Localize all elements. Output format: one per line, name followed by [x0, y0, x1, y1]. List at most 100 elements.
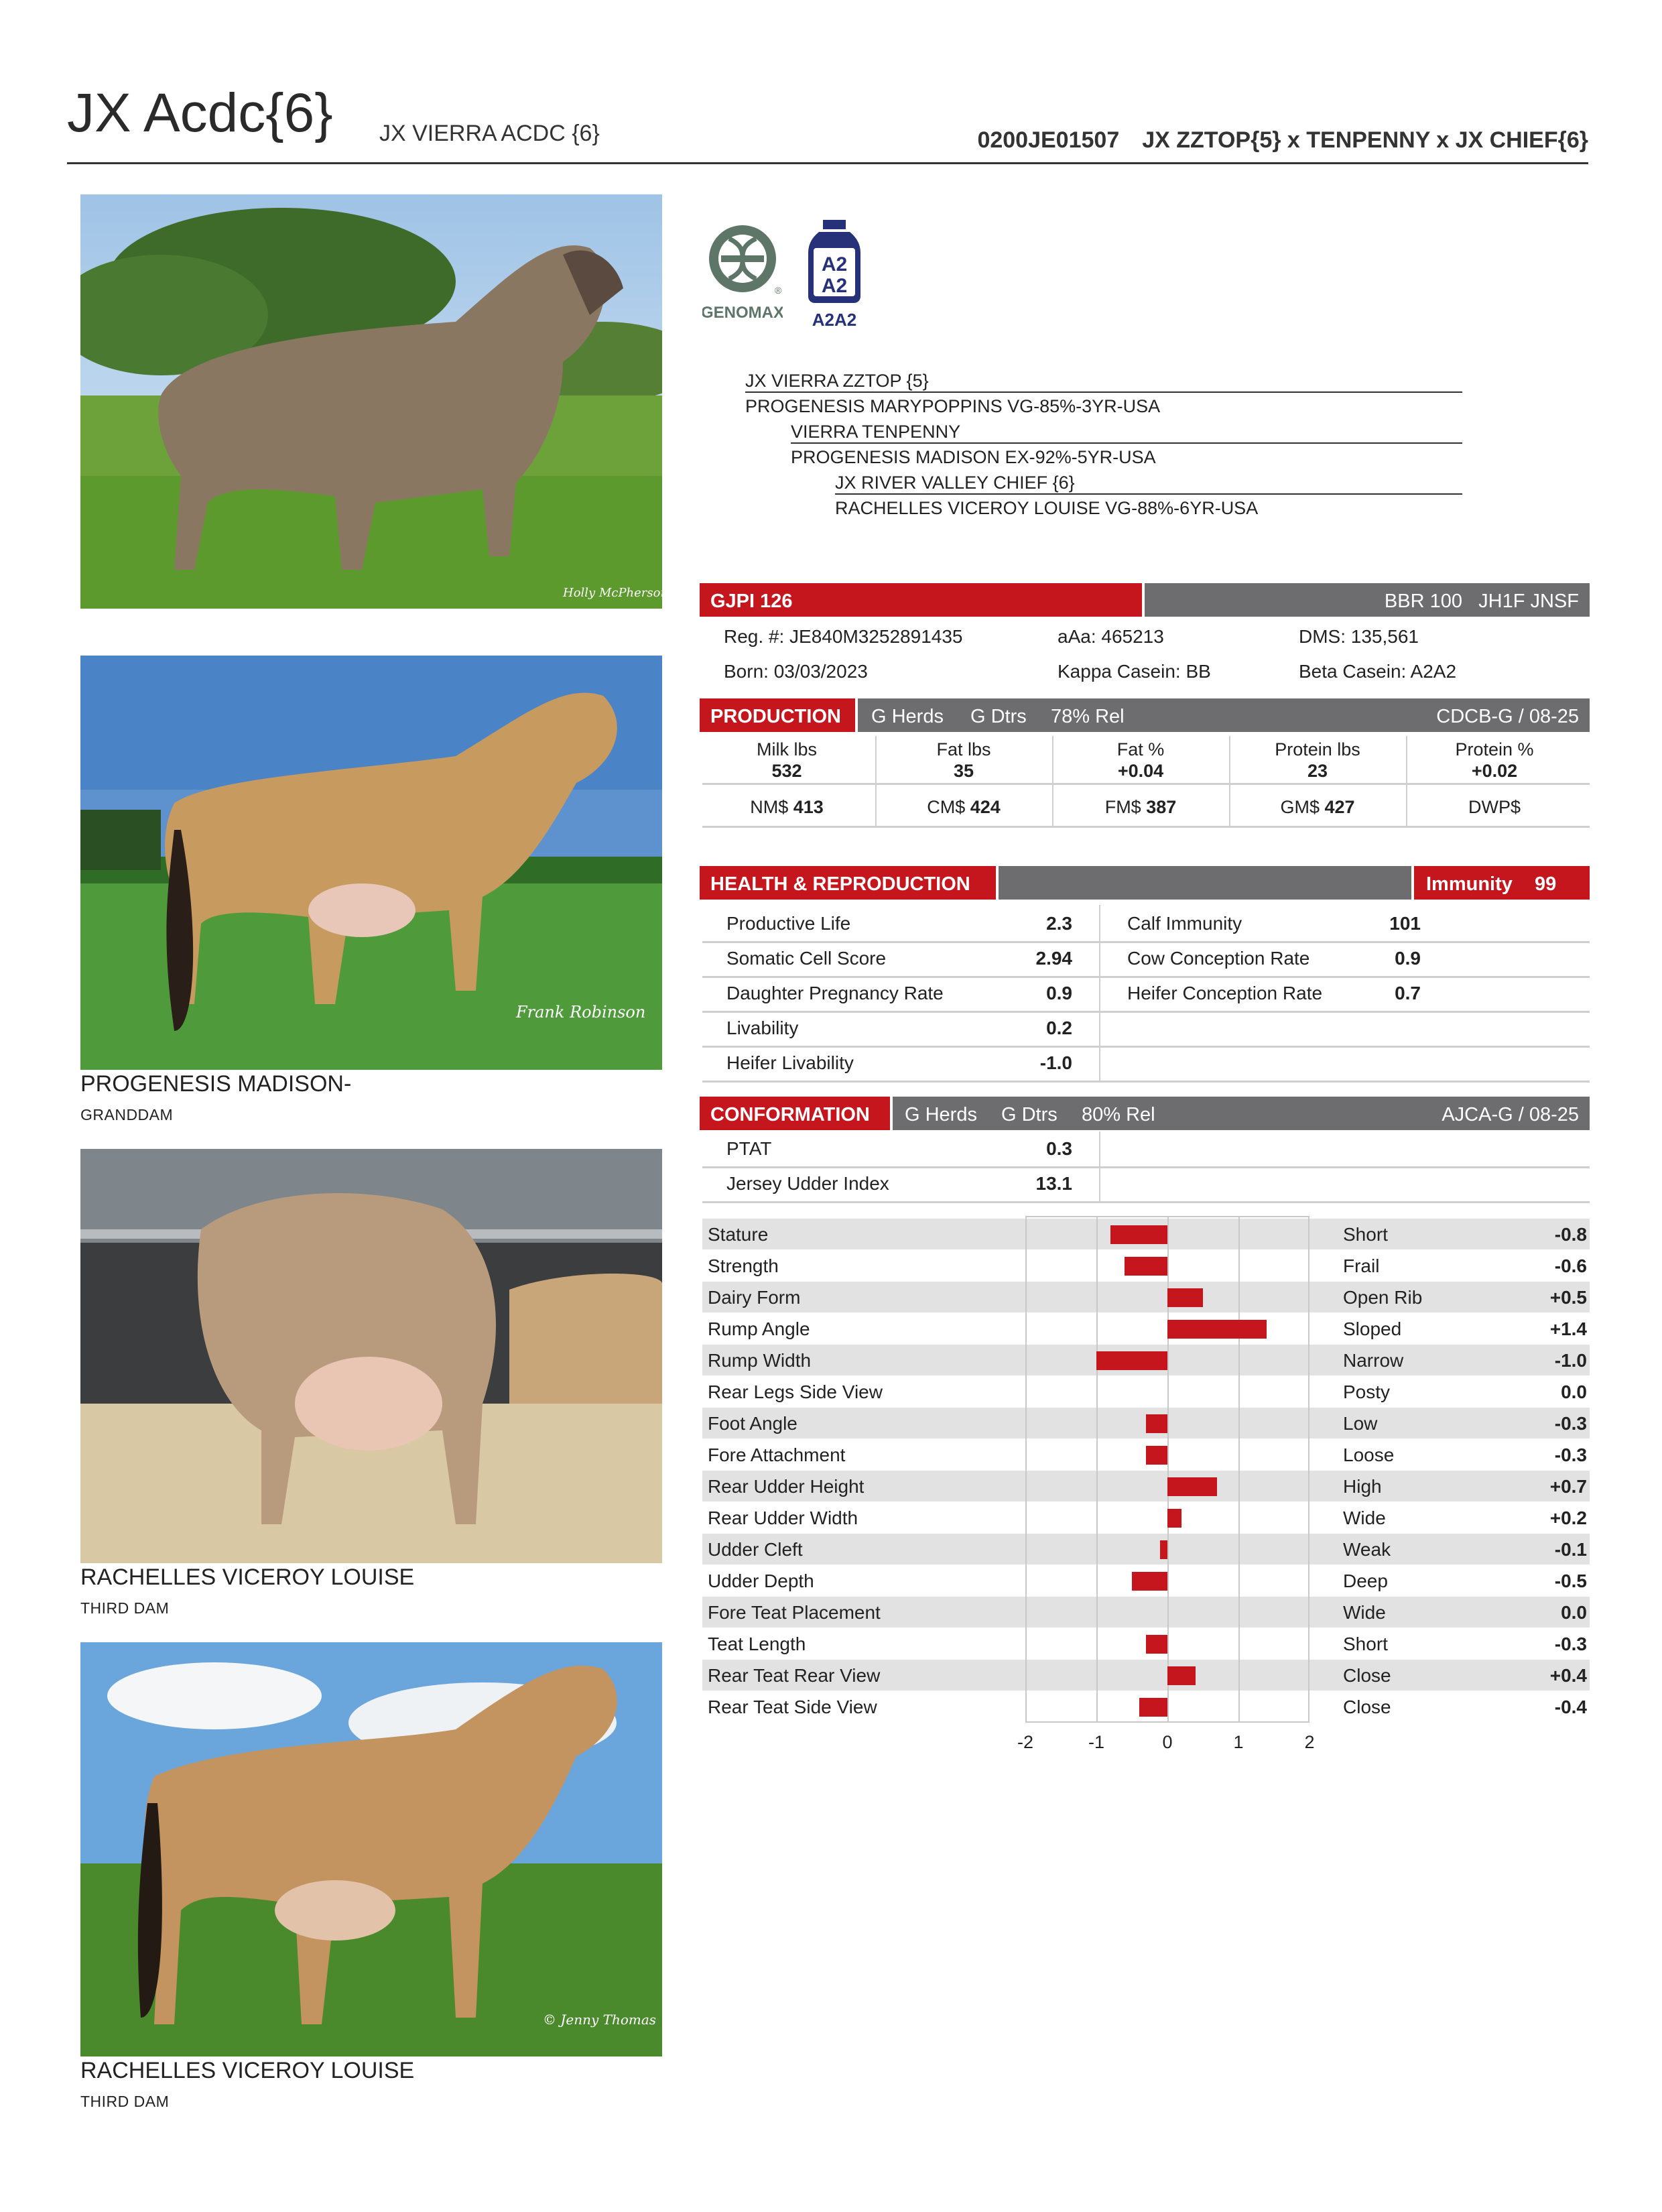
trait-label: Dairy Form	[708, 1287, 801, 1308]
scs-value: 2.94	[1035, 948, 1073, 969]
pedigree-dam: PROGENESIS MARYPOPPINS VG-85%-3YR-USA	[745, 396, 1161, 416]
svg-text:Frank Robinson: Frank Robinson	[515, 1003, 645, 1022]
trait-label: Stature	[708, 1224, 769, 1245]
production-title-bar: PRODUCTION	[700, 698, 855, 732]
dollar-value: 387	[1146, 797, 1177, 817]
sire-name: JX Acdc{6}	[67, 82, 333, 143]
production-title: PRODUCTION	[710, 706, 841, 727]
trait-label: Fore Teat Placement	[708, 1602, 881, 1623]
third-dam-subcaption-1: THIRD DAM	[80, 1599, 170, 1617]
conformation-title-bar: CONFORMATION	[700, 1097, 890, 1130]
jui-value: 13.1	[1035, 1173, 1073, 1194]
trait-bar	[1160, 1540, 1167, 1559]
conformation-meta-bar: G Herds G Dtrs 80% Rel AJCA-G / 08-25	[893, 1097, 1590, 1130]
row-divider	[702, 783, 1590, 785]
row-divider	[702, 941, 1590, 943]
trait-value: -1.0	[1554, 1350, 1587, 1371]
dollar-label: FM$	[1104, 797, 1141, 817]
trait-value: +0.7	[1549, 1476, 1587, 1497]
trait-descriptor: Wide	[1343, 1602, 1386, 1623]
health-title-bar: HEALTH & REPRODUCTION	[700, 866, 996, 900]
health-meta-bar	[999, 866, 1411, 900]
conformation-dtrs: G Dtrs	[1001, 1104, 1058, 1125]
trait-descriptor: Short	[1343, 1634, 1388, 1654]
trait-descriptor: Deep	[1343, 1571, 1388, 1591]
axis-tick-label: 2	[1304, 1732, 1315, 1752]
dpr-value: 0.9	[1046, 983, 1072, 1003]
third-dam-photo-2: © Jenny Thomas	[80, 1642, 662, 2056]
cm-dollar-cell: CM$ 424	[879, 796, 1048, 818]
trait-label: Foot Angle	[708, 1413, 797, 1434]
axis-tick-label: 1	[1233, 1732, 1244, 1752]
third-dam-subcaption-2: THIRD DAM	[80, 2093, 170, 2110]
trait-label: Teat Length	[708, 1634, 806, 1654]
trait-value: -0.5	[1554, 1571, 1587, 1591]
granddam-caption: PROGENESIS MADISON-	[80, 1071, 352, 1097]
pedigree-mggs: JX RIVER VALLEY CHIEF {6}	[835, 473, 1462, 495]
trait-bar	[1146, 1635, 1167, 1654]
genomax-logo: ® GENOMAX	[701, 219, 784, 332]
row-divider	[702, 1046, 1590, 1048]
gjpi-bar: GJPI 126	[700, 583, 1142, 617]
heifer-livability-label: Heifer Livability	[726, 1052, 854, 1073]
trait-value: +0.5	[1549, 1287, 1587, 1308]
nm-dollar-cell: NM$ 413	[702, 796, 871, 818]
trait-descriptor: Posty	[1343, 1381, 1391, 1402]
trait-row	[702, 1534, 1590, 1564]
trait-value: 0.0	[1561, 1381, 1587, 1402]
trait-value: 35	[953, 761, 974, 781]
trait-descriptor: Close	[1343, 1665, 1391, 1686]
trait-bar	[1139, 1698, 1167, 1717]
trait-descriptor: High	[1343, 1476, 1382, 1497]
registered-mark: ®	[775, 285, 782, 296]
trait-label: Protein %	[1455, 739, 1534, 759]
third-dam-caption-2: RACHELLES VICEROY LOUISE	[80, 2058, 415, 2083]
trait-bar	[1146, 1446, 1167, 1465]
sire-code: 0200JE01507	[977, 127, 1120, 153]
trait-bar	[1110, 1225, 1167, 1244]
trait-descriptor: Low	[1343, 1413, 1378, 1434]
fat-lbs-cell: Fat lbs 35	[879, 739, 1048, 782]
granddam-photo: Frank Robinson	[80, 656, 662, 1070]
trait-descriptor: Sloped	[1343, 1318, 1402, 1339]
a2a2-top: A2	[822, 253, 847, 275]
a2a2-bottom: A2	[822, 275, 847, 297]
pedigree-third-dam: RACHELLES VICEROY LOUISE VG-88%-6YR-USA	[835, 498, 1259, 518]
trait-label: Rump Angle	[708, 1318, 810, 1339]
trait-descriptor: Loose	[1343, 1445, 1395, 1465]
trait-descriptor: Short	[1343, 1224, 1388, 1245]
trait-row	[702, 1597, 1590, 1627]
milk-lbs-cell: Milk lbs 532	[702, 739, 871, 782]
trait-bar	[1096, 1351, 1167, 1370]
trait-value: -0.4	[1554, 1697, 1587, 1717]
trait-row	[702, 1282, 1590, 1312]
chart-gridline	[1096, 1216, 1098, 1723]
production-herds: G Herds	[871, 706, 944, 727]
trait-label: Milk lbs	[756, 739, 817, 759]
trait-value: +1.4	[1549, 1318, 1587, 1339]
protein-pct-cell: Protein % +0.02	[1410, 739, 1579, 782]
ptat-value: 0.3	[1046, 1138, 1072, 1159]
trait-bar	[1132, 1572, 1167, 1591]
fm-dollar-cell: FM$ 387	[1056, 796, 1225, 818]
immunity-label: Immunity	[1426, 873, 1513, 895]
gm-dollar-cell: GM$ 427	[1233, 796, 1402, 818]
svg-text:Holly McPherson: Holly McPherson	[562, 586, 662, 600]
kappa-casein: Kappa Casein: BB	[1058, 661, 1211, 682]
trait-label: Fat lbs	[936, 739, 991, 759]
trait-value: 0.0	[1561, 1602, 1587, 1623]
row-divider	[702, 1166, 1590, 1168]
dwp-dollar-cell: DWP$	[1410, 796, 1579, 818]
granddam-subcaption: GRANDDAM	[80, 1106, 174, 1123]
trait-value: +0.02	[1471, 761, 1518, 781]
dpr-label: Daughter Pregnancy Rate	[726, 983, 944, 1003]
production-meta-bar: G Herds G Dtrs 78% Rel CDCB-G / 08-25	[858, 698, 1590, 732]
row-divider	[702, 1011, 1590, 1013]
trait-value: +0.4	[1549, 1665, 1587, 1686]
birth-date: Born: 03/03/2023	[724, 661, 868, 682]
trait-bar	[1146, 1414, 1167, 1433]
col-divider	[1229, 736, 1230, 827]
sire-full-name: JX VIERRA ACDC {6}	[379, 121, 600, 146]
trait-label: Fat %	[1116, 739, 1165, 759]
productive-life-value: 2.3	[1046, 913, 1072, 934]
